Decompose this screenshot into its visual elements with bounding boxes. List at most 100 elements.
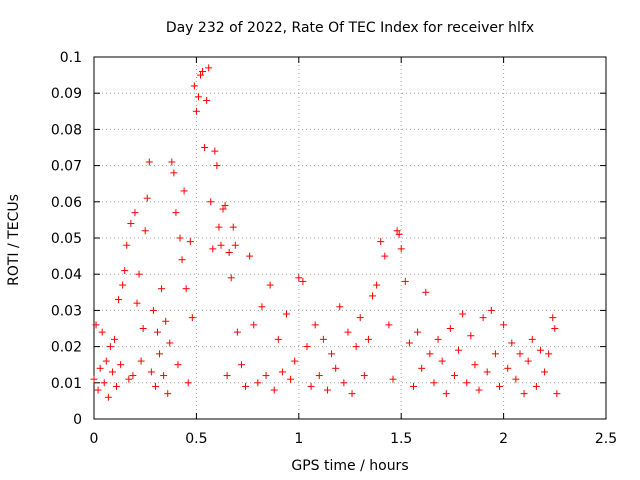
data-point (446, 325, 454, 332)
y-tick-label: 0.02 (51, 340, 82, 356)
data-point (164, 390, 172, 398)
data-point (434, 335, 442, 343)
y-axis-label: ROTI / TECUs (6, 194, 22, 286)
y-tick-label: 0.09 (51, 86, 82, 102)
data-point (405, 339, 413, 347)
data-point (182, 285, 190, 293)
data-point (215, 223, 223, 231)
data-point (266, 281, 274, 289)
data-point (141, 227, 149, 235)
data-point (348, 390, 356, 398)
data-point (221, 201, 229, 209)
data-point (129, 372, 137, 380)
data-point (119, 281, 127, 289)
data-point (158, 285, 166, 293)
data-point (397, 245, 405, 253)
data-point (344, 328, 352, 336)
data-point (170, 169, 178, 177)
data-point (332, 364, 340, 372)
data-point (115, 296, 123, 304)
data-point (108, 368, 116, 376)
data-point (196, 71, 204, 79)
data-point (229, 223, 237, 231)
y-tick-label: 0.07 (51, 159, 82, 175)
y-tick-label: 0.01 (51, 376, 82, 392)
data-point (532, 382, 540, 390)
data-point (422, 288, 430, 296)
data-point (160, 372, 168, 380)
data-point (545, 350, 553, 358)
data-point (471, 361, 479, 369)
data-point (92, 321, 100, 329)
data-point (299, 277, 307, 285)
data-point (246, 252, 254, 260)
data-point (528, 335, 536, 343)
x-tick-label: 1 (294, 431, 303, 447)
data-point (270, 386, 278, 394)
x-axis: 0 0.5 1 1.5 2 2.5 (90, 57, 617, 447)
data-point (508, 339, 516, 347)
data-point (414, 328, 422, 336)
data-point (133, 299, 141, 307)
data-point (500, 321, 508, 329)
data-point (139, 325, 147, 332)
x-axis-label: GPS time / hours (291, 458, 408, 474)
data-point (520, 390, 528, 398)
data-point (336, 303, 344, 311)
chart-title: Day 232 of 2022, Rate Of TEC Index for r… (166, 20, 534, 36)
data-point (291, 357, 299, 365)
data-point (231, 241, 239, 249)
data-point (426, 350, 434, 358)
data-point (430, 379, 438, 387)
data-point (121, 267, 129, 275)
data-point (536, 346, 544, 354)
data-point (364, 335, 372, 343)
data-point (153, 328, 161, 336)
data-point (278, 368, 286, 376)
data-point (113, 382, 121, 390)
data-point (356, 314, 364, 322)
data-point (242, 382, 250, 390)
data-point (516, 350, 524, 358)
data-point (303, 343, 311, 351)
data-point (117, 361, 125, 369)
data-point (192, 107, 200, 115)
data-point (106, 343, 114, 351)
data-point (307, 382, 315, 390)
data-point (184, 379, 192, 387)
data-point (352, 343, 360, 351)
data-point (373, 281, 381, 289)
data-point (110, 335, 118, 343)
y-tick-label: 0.03 (51, 303, 82, 319)
x-tick-label: 2.5 (595, 431, 617, 447)
data-point (172, 209, 180, 217)
data-point (467, 332, 475, 340)
data-point (487, 306, 495, 314)
data-point (323, 386, 331, 394)
data-point (340, 379, 348, 387)
data-point (389, 375, 397, 383)
data-point (254, 379, 262, 387)
data-point (524, 357, 532, 365)
y-tick-label: 0 (73, 412, 82, 428)
y-axis: 0 0.01 0.02 0.03 0.04 0.05 0.06 0.07 0.08 0.09 0.1 (51, 50, 606, 428)
data-point (201, 144, 209, 151)
grid (94, 57, 606, 419)
data-point (135, 270, 143, 278)
data-point (551, 325, 559, 332)
data-point (409, 382, 417, 390)
y-tick-label: 0.05 (51, 231, 82, 247)
data-point (369, 292, 377, 300)
data-point (274, 335, 282, 343)
data-point (553, 390, 561, 398)
data-point (401, 277, 409, 285)
x-tick-label: 1.5 (390, 431, 412, 447)
data-point (211, 147, 219, 155)
data-point (250, 321, 258, 329)
data-point (475, 386, 483, 394)
data-point (227, 274, 235, 282)
data-point (90, 375, 98, 383)
data-point (94, 386, 102, 394)
data-point (143, 194, 151, 202)
data-point (96, 364, 104, 372)
